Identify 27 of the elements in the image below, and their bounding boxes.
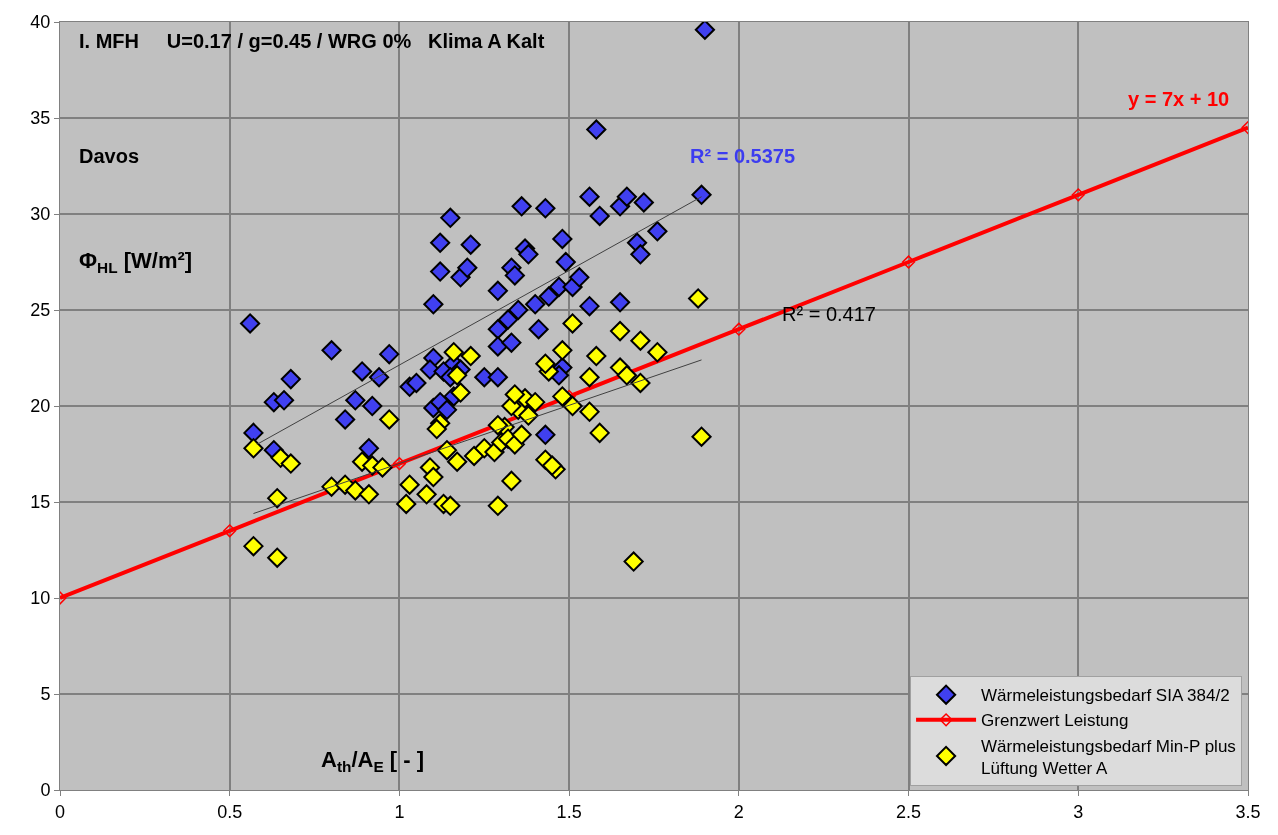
x-tick-label: 0.5 — [217, 801, 243, 822]
y-tick-label: 20 — [30, 396, 51, 417]
legend-label: Wärmeleistungsbedarf SIA 384/2 — [981, 686, 1230, 706]
x-tick-label: 3 — [1073, 801, 1084, 822]
y-tick-label: 0 — [40, 780, 51, 801]
y-tick-label: 15 — [30, 492, 51, 513]
y-tick-label: 25 — [30, 300, 51, 321]
annotation: Davos — [79, 145, 140, 167]
x-tick-label: 0 — [54, 801, 66, 822]
annotation: R² = 0.5375 — [690, 145, 796, 167]
x-tick-label: 1 — [394, 801, 405, 822]
y-tick-label: 10 — [30, 588, 51, 609]
y-tick-label: 5 — [40, 684, 51, 705]
x-axis-title: A$_{th}$/A$_{E}$ [ - ] — [321, 747, 425, 775]
annotation: R² = 0.417 — [782, 303, 876, 325]
x-tick-label: 2.5 — [896, 801, 922, 822]
annotation: y = 7x + 10 — [1128, 88, 1230, 110]
x-tick-label: 3.5 — [1235, 801, 1261, 822]
x-tick-label: 1.5 — [556, 801, 582, 822]
x-tick-label: 2 — [733, 801, 744, 822]
y-tick-label: 30 — [30, 204, 51, 225]
y-tick-label: 40 — [30, 12, 51, 33]
y-tick-label: 35 — [30, 108, 51, 129]
legend-label: Grenzwert Leistung — [981, 711, 1129, 731]
y-axis-title: Φ$_{HL}$ [W/m²] — [79, 248, 193, 276]
legend-label: Wärmeleistungsbedarf Min-P plus Lüftung Wetter A — [981, 736, 1236, 778]
annotation: I. MFH U=0.17 / g=0.45 / WRG 0% Klima A Kalt — [79, 30, 545, 52]
